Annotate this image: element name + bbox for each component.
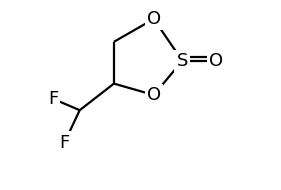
Text: O: O (209, 52, 224, 70)
Text: F: F (59, 134, 70, 151)
Text: F: F (48, 90, 58, 108)
Text: O: O (147, 86, 161, 104)
Text: S: S (177, 52, 188, 70)
Text: O: O (147, 10, 161, 28)
